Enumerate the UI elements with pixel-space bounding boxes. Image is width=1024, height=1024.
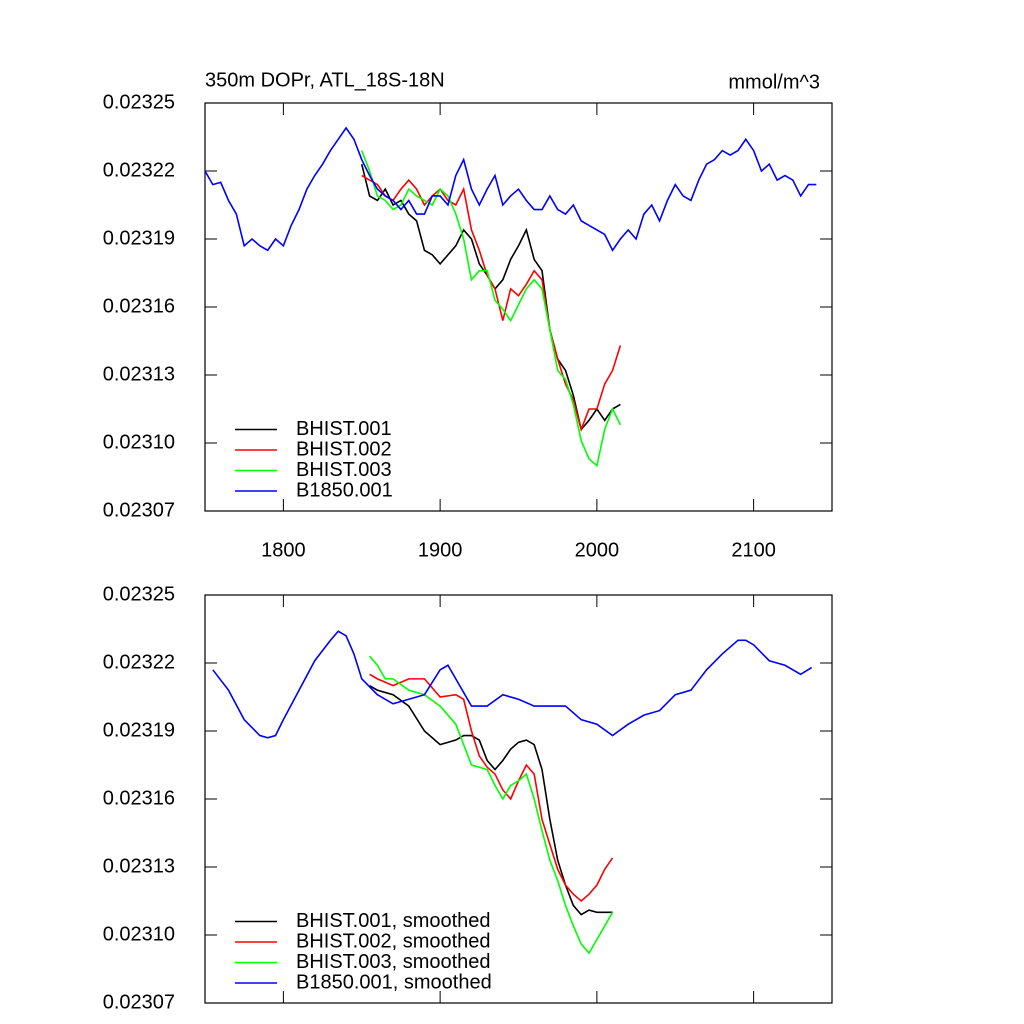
legend-label: B1850.001 [296,479,393,501]
y-tick-label: 0.02310 [103,923,175,945]
y-tick-label: 0.02325 [103,583,175,605]
data-line [361,174,622,432]
data-line [369,684,613,916]
y-tick-label: 0.02313 [103,855,175,877]
data-line [361,150,622,468]
y-tick-label: 0.02322 [103,651,175,673]
x-tick-label: 2100 [731,539,776,561]
x-tick-label: 1800 [261,539,306,561]
y-tick-label: 0.02322 [103,159,175,181]
data-line [368,655,614,955]
data-line [204,126,817,252]
legend-label: BHIST.002 [296,438,392,460]
y-tick-label: 0.02319 [103,227,175,249]
chart-title: 350m DOPr, ATL_18S-18N [205,69,445,91]
data-line [360,164,621,432]
x-tick-label: 1900 [418,539,463,561]
legend-label: B1850.001, smoothed [296,971,492,993]
y-tick-label: 0.02316 [103,295,175,317]
x-tick-label: 2000 [575,539,620,561]
y-tick-label: 0.02316 [103,787,175,809]
legend-label: BHIST.003 [296,459,392,481]
legend-label: BHIST.003, smoothed [296,951,491,973]
y-tick-label: 0.02319 [103,719,175,741]
legend-label: BHIST.001, smoothed [296,910,491,932]
y-tick-label: 0.02307 [103,991,175,1013]
units-label: mmol/m^3 [728,71,820,93]
y-tick-label: 0.02310 [103,431,175,453]
data-line [369,673,614,903]
legend-label: BHIST.001 [296,418,392,440]
y-tick-label: 0.02325 [103,91,175,113]
y-tick-label: 0.02313 [103,363,175,385]
y-tick-label: 0.02307 [103,499,175,521]
legend-label: BHIST.002, smoothed [296,930,491,952]
data-line [212,630,813,739]
